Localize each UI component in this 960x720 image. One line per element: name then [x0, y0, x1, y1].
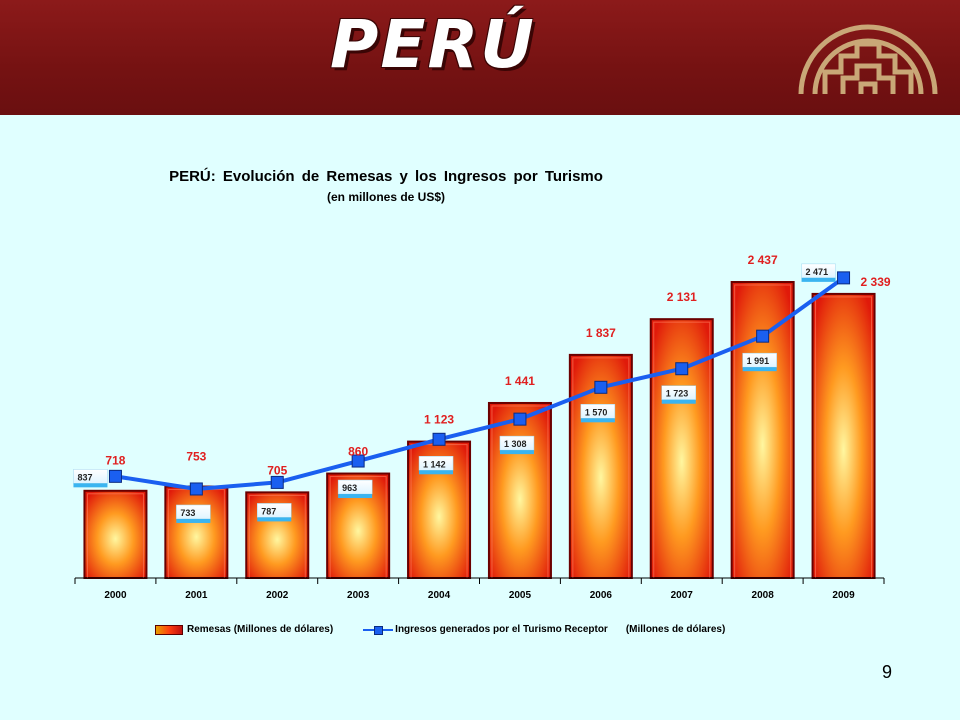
x-tick-label-2009: 2009 — [832, 590, 855, 601]
point-turismo-2004 — [432, 432, 446, 446]
x-tick-label-2005: 2005 — [509, 590, 532, 601]
data-label-remesas-2004: 1 123 — [424, 413, 454, 427]
slide-title: PERÚ — [330, 6, 536, 83]
point-turismo-2001 — [189, 482, 203, 496]
data-label-underline-turismo-2002 — [257, 517, 292, 522]
x-tick-label-2001: 2001 — [185, 590, 208, 601]
data-label-remesas-2007: 2 131 — [667, 290, 697, 304]
legend-label-turismo-units: (Millones de dólares) — [625, 624, 726, 635]
bar-remesas-2009 — [811, 292, 876, 579]
bar-remesas-2005 — [487, 401, 552, 579]
chart-legend: Remesas (Millones de dólares) Ingresos g… — [155, 624, 725, 635]
data-label-underline-turismo-2008 — [742, 367, 777, 372]
bar-remesas-2001 — [164, 485, 229, 579]
x-tick-label-2004: 2004 — [428, 590, 451, 601]
line-turismo — [115, 276, 845, 491]
data-label-remesas-2001: 753 — [186, 450, 206, 464]
data-label-underline-turismo-2001 — [176, 518, 211, 523]
data-label-underline-turismo-2009 — [801, 277, 836, 282]
bar-remesas-2008 — [730, 281, 795, 579]
x-tick-label-2003: 2003 — [347, 590, 370, 601]
point-turismo-2009 — [837, 271, 851, 285]
legend-swatch-turismo — [363, 625, 394, 635]
x-tick-label-2002: 2002 — [266, 590, 289, 601]
data-label-underline-turismo-2005 — [499, 450, 534, 455]
point-turismo-2003 — [351, 454, 365, 468]
slide-header: PERÚ — [0, 0, 960, 115]
data-label-underline-turismo-2006 — [580, 418, 615, 423]
page-number: 9 — [882, 662, 893, 682]
data-label-remesas-2000: 718 — [105, 453, 125, 467]
legend-label-remesas: Remesas (Millones de dólares) — [187, 624, 334, 635]
chart-subtitle: (en millones de US$) — [326, 190, 446, 204]
x-tick-label-2000: 2000 — [104, 590, 127, 601]
data-label-turismo-2003: 963 — [342, 483, 357, 493]
andean-community-logo-icon — [798, 24, 938, 95]
point-turismo-2002 — [270, 475, 284, 489]
data-label-turismo-2001: 733 — [180, 508, 195, 518]
data-label-underline-turismo-2003 — [338, 494, 373, 499]
bar-remesas-2003 — [326, 472, 391, 579]
data-label-remesas-2002: 705 — [267, 463, 287, 477]
chart-title: PERÚ: Evolución de Remesas y los Ingreso… — [169, 168, 603, 185]
data-label-remesas-2009: 2 339 — [861, 275, 891, 289]
point-turismo-2005 — [513, 412, 527, 426]
data-label-underline-turismo-2000 — [73, 483, 108, 488]
data-label-remesas-2005: 1 441 — [505, 374, 535, 388]
data-label-turismo-2009: 2 471 — [806, 267, 829, 277]
x-tick-label-2008: 2008 — [752, 590, 775, 601]
data-label-turismo-2006: 1 570 — [585, 407, 608, 417]
data-label-turismo-2007: 1 723 — [666, 389, 689, 399]
legend-label-turismo: Ingresos generados por el Turismo Recept… — [395, 624, 608, 635]
data-label-underline-turismo-2007 — [661, 399, 696, 404]
point-turismo-2007 — [675, 362, 689, 376]
data-label-remesas-2003: 860 — [348, 445, 368, 459]
data-label-turismo-2008: 1 991 — [747, 356, 770, 366]
legend-swatch-remesas — [155, 624, 183, 635]
point-turismo-2000 — [108, 469, 122, 483]
data-label-underline-turismo-2004 — [419, 470, 454, 475]
point-turismo-2008 — [756, 329, 770, 343]
x-tick-label-2006: 2006 — [590, 590, 613, 601]
x-tick-label-2007: 2007 — [671, 590, 694, 601]
data-label-turismo-2005: 1 308 — [504, 439, 527, 449]
data-label-remesas-2008: 2 437 — [748, 253, 778, 267]
bar-remesas-2000 — [83, 489, 148, 579]
data-label-turismo-2004: 1 142 — [423, 459, 446, 469]
data-label-remesas-2006: 1 837 — [586, 326, 616, 340]
data-label-turismo-2000: 837 — [77, 472, 92, 482]
data-label-turismo-2002: 787 — [261, 506, 276, 516]
point-turismo-2006 — [594, 380, 608, 394]
